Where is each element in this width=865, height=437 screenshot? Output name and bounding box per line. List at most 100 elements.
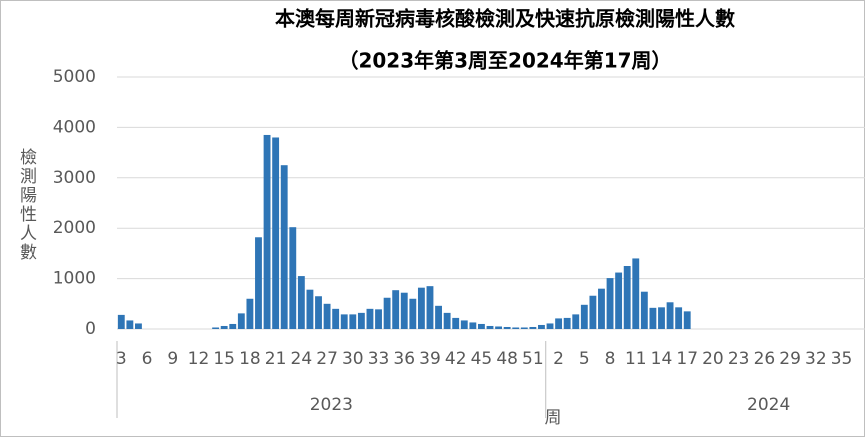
bar <box>563 317 571 329</box>
x-tick-label: 36 <box>393 349 415 369</box>
bar <box>683 311 691 329</box>
y-axis-title: 檢測陽性人數 <box>16 148 37 262</box>
bar <box>332 308 340 329</box>
bar <box>392 290 400 329</box>
bar <box>512 327 520 329</box>
bar <box>435 305 442 329</box>
bar <box>443 312 451 329</box>
bar <box>400 292 408 329</box>
x-tick-label: 51 <box>522 349 544 369</box>
bar <box>237 313 245 329</box>
bar <box>357 312 365 329</box>
bar <box>538 324 545 329</box>
bar <box>666 302 674 329</box>
chart-title: 本澳每周新冠病毒核酸檢測及快速抗原檢測陽性人數 <box>275 7 735 31</box>
x-tick-label: 26 <box>754 349 776 369</box>
x-tick-label: 9 <box>167 349 178 369</box>
bar <box>263 134 271 329</box>
bar <box>546 323 554 329</box>
x-tick-label: 39 <box>419 349 441 369</box>
bar <box>589 295 597 329</box>
bar <box>212 327 220 329</box>
y-tick-label: 5000 <box>53 67 96 87</box>
bar <box>580 304 588 329</box>
bar <box>135 323 142 329</box>
bar <box>366 308 374 329</box>
x-tick-label: 27 <box>316 349 338 369</box>
x-tick-label: 30 <box>342 349 364 369</box>
x-tick-label: 42 <box>445 349 467 369</box>
x-tick-label: 11 <box>625 349 647 369</box>
y-tick-label: 1000 <box>53 269 96 289</box>
bar <box>375 309 382 329</box>
chart-subtitle: （2023年第3周至2024年第17周） <box>338 49 671 73</box>
bar <box>315 296 322 329</box>
bar <box>503 326 511 329</box>
x-tick-label: 15 <box>213 349 235 369</box>
bar <box>417 287 425 329</box>
bar <box>460 320 468 329</box>
y-tick-label: 2000 <box>53 218 96 238</box>
y-tick-label: 0 <box>85 319 96 339</box>
bar <box>555 318 563 329</box>
bar <box>520 327 528 329</box>
x-tick-label: 2 <box>553 349 564 369</box>
bar <box>117 314 125 329</box>
x-tick-label: 12 <box>188 349 210 369</box>
bar <box>486 325 494 329</box>
bar <box>297 276 305 329</box>
x-tick-label: 18 <box>239 349 261 369</box>
x-tick-label: 23 <box>728 349 750 369</box>
x-tick-label: 17 <box>676 349 698 369</box>
bar <box>632 258 640 329</box>
group-label: 2023 <box>310 395 353 415</box>
x-tick-label: 32 <box>805 349 827 369</box>
bar <box>280 165 288 329</box>
bar <box>349 314 357 329</box>
x-tick-label: 33 <box>368 349 390 369</box>
x-tick-label: 5 <box>579 349 590 369</box>
bar <box>572 314 580 329</box>
x-tick-label: 6 <box>142 349 153 369</box>
y-tick-label: 3000 <box>53 168 96 188</box>
bar <box>477 323 485 329</box>
bar <box>469 322 477 329</box>
y-tick-label: 4000 <box>53 117 96 137</box>
bar <box>598 288 605 329</box>
bar <box>675 307 683 329</box>
bar <box>272 137 280 329</box>
x-tick-label: 8 <box>605 349 616 369</box>
x-axis-title: 周 <box>545 408 562 428</box>
bar <box>340 314 348 329</box>
x-tick-label: 21 <box>265 349 287 369</box>
bar <box>606 278 614 329</box>
x-tick-label: 24 <box>291 349 313 369</box>
bar <box>229 323 237 329</box>
group-label: 2024 <box>747 395 790 415</box>
bar <box>658 307 665 329</box>
bar <box>615 272 623 329</box>
bar <box>220 325 228 329</box>
x-tick-label: 35 <box>831 349 853 369</box>
x-tick-label: 3 <box>116 349 127 369</box>
x-tick-label: 20 <box>702 349 724 369</box>
bar <box>255 237 262 329</box>
bar <box>306 289 314 329</box>
x-tick-label: 14 <box>651 349 673 369</box>
bar <box>495 326 503 329</box>
bar <box>126 320 134 329</box>
x-tick-label: 45 <box>471 349 493 369</box>
bar <box>246 298 254 329</box>
bar <box>383 297 391 329</box>
bar <box>409 298 417 329</box>
bar <box>623 266 631 329</box>
bar <box>323 303 331 329</box>
x-tick-label: 48 <box>496 349 518 369</box>
bar <box>640 291 648 329</box>
bar <box>426 286 434 329</box>
bar <box>649 307 657 329</box>
x-tick-label: 29 <box>779 349 801 369</box>
bar <box>452 317 460 329</box>
bar <box>529 326 537 329</box>
